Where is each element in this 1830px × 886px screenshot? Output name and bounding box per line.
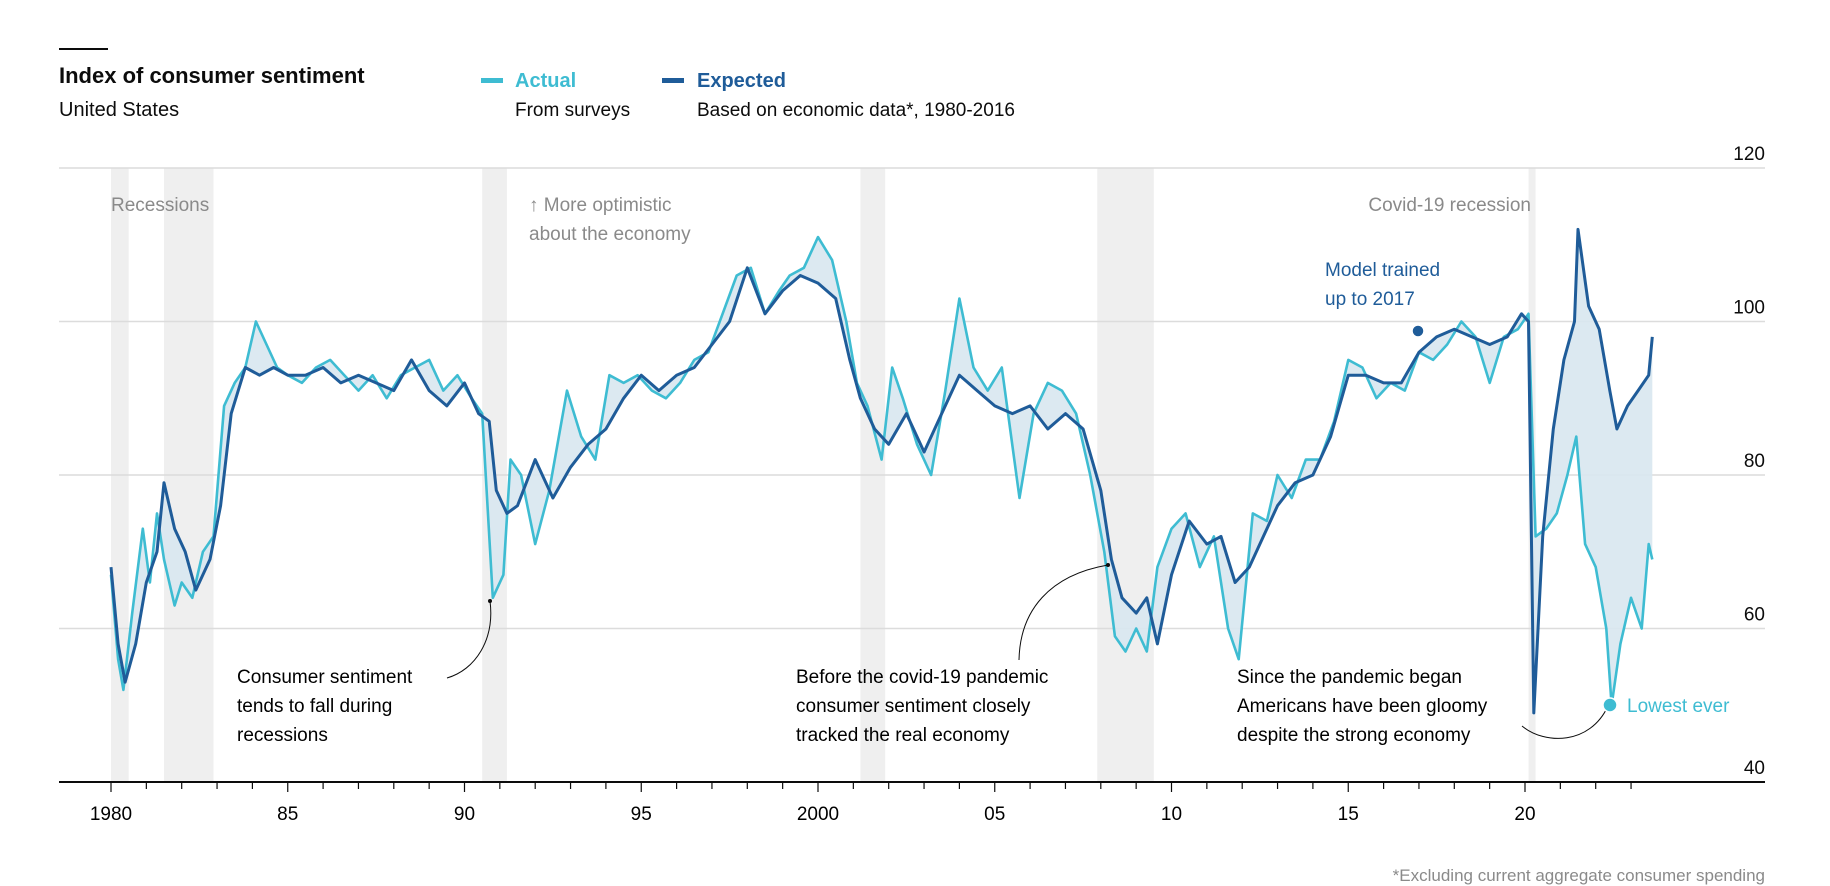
before-leader-dot [1106, 563, 1110, 567]
y-tick-label: 100 [1733, 298, 1765, 319]
legend-label-expected: Expected [697, 70, 786, 92]
model-trained-marker [1411, 324, 1425, 338]
legend-label-actual: Actual [515, 70, 576, 92]
legend-sub-expected: Based on economic data*, 1980-2016 [697, 100, 1015, 121]
y-tick-label: 80 [1744, 451, 1765, 472]
x-tick-label: 90 [454, 804, 475, 825]
legend-swatch-expected [662, 78, 684, 83]
before-leader-line [1018, 564, 1109, 661]
fall-annotation-3: recessions [237, 725, 328, 746]
x-tick-label: 2000 [797, 804, 839, 825]
since-leader-line [1521, 705, 1609, 739]
before-annotation-1: Before the covid-19 pandemic [796, 667, 1048, 688]
before-annotation-2: consumer sentiment closely [796, 696, 1031, 717]
x-tick-label: 1980 [90, 804, 132, 825]
since-annotation-3: despite the strong economy [1237, 725, 1471, 746]
y-tick-label: 60 [1744, 605, 1765, 626]
optimistic-label-1: ↑ More optimistic [529, 195, 672, 216]
optimistic-label-2: about the economy [529, 224, 691, 245]
gridlines: 40 60 80 100 120 [59, 144, 1765, 779]
before-annotation-3: tracked the real economy [796, 725, 1010, 746]
y-tick-label: 120 [1733, 144, 1765, 165]
model-trained-label-1: Model trained [1325, 260, 1440, 281]
x-tick-label: 05 [984, 804, 1005, 825]
y-tick-label: 40 [1744, 758, 1765, 779]
x-axis: 1980 85 90 95 2000 05 10 15 20 [59, 781, 1765, 825]
chart-title: Index of consumer sentiment [59, 63, 365, 88]
x-tick-label: 95 [631, 804, 652, 825]
x-tick-label: 85 [277, 804, 298, 825]
since-annotation-1: Since the pandemic began [1237, 667, 1462, 688]
x-tick-label: 20 [1514, 804, 1535, 825]
fall-leader-line [446, 600, 492, 679]
x-tick-label: 15 [1338, 804, 1359, 825]
expected-line [109, 227, 1654, 715]
legend-sub-actual: From surveys [515, 100, 630, 121]
legend-swatch-actual [481, 78, 503, 83]
chart-subtitle: United States [59, 99, 179, 121]
lowest-ever-label: Lowest ever [1627, 696, 1730, 717]
since-annotation-2: Americans have been gloomy [1237, 696, 1488, 717]
model-trained-label-2: up to 2017 [1325, 289, 1415, 310]
fall-annotation-2: tends to fall during [237, 696, 392, 717]
covid-recession-label: Covid-19 recession [1368, 195, 1531, 216]
fall-annotation-1: Consumer sentiment [237, 667, 413, 688]
fall-leader-dot [488, 599, 492, 603]
x-tick-label: 10 [1161, 804, 1182, 825]
footnote: *Excluding current aggregate consumer sp… [1393, 866, 1765, 885]
lowest-ever-marker [1602, 697, 1618, 713]
series-lines [109, 227, 1654, 715]
recessions-label: Recessions [111, 195, 209, 216]
